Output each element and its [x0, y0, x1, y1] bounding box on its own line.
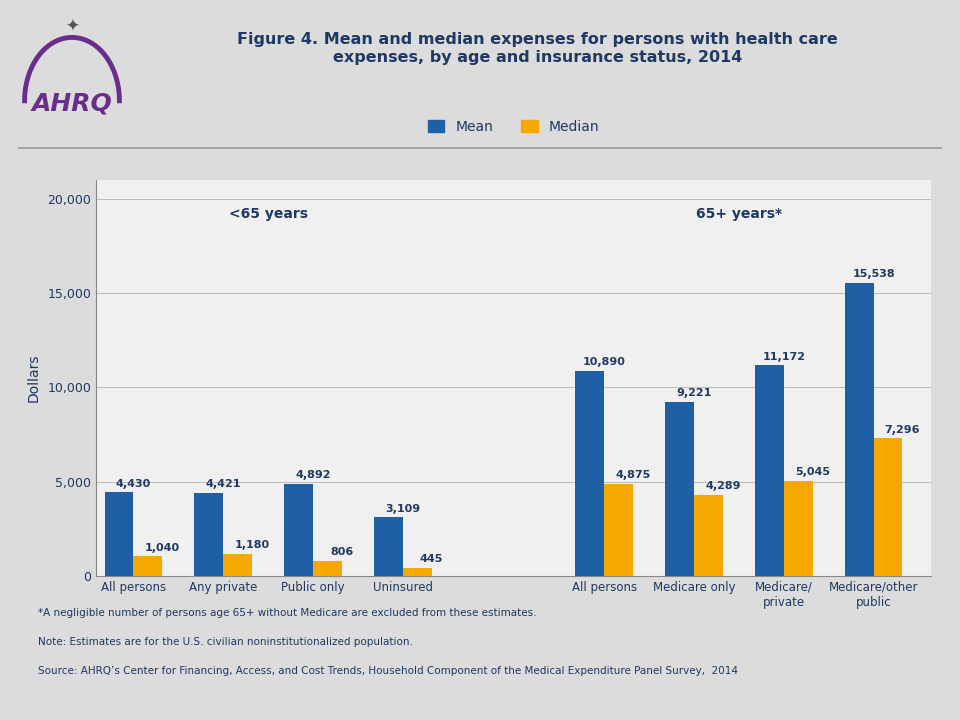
Text: 10,890: 10,890 — [583, 357, 626, 367]
Text: Source: AHRQ’s Center for Financing, Access, and Cost Trends, Household Componen: Source: AHRQ’s Center for Financing, Acc… — [38, 666, 738, 676]
Text: ✦: ✦ — [65, 18, 79, 36]
Text: 1,180: 1,180 — [234, 540, 270, 550]
Bar — [874, 438, 902, 576]
Text: Note: Estimates are for the U.S. civilian noninstitutionalized population.: Note: Estimates are for the U.S. civilia… — [38, 637, 413, 647]
Legend: Mean, Median: Mean, Median — [428, 120, 599, 134]
Bar — [665, 402, 694, 576]
Bar — [224, 554, 252, 576]
Text: 4,892: 4,892 — [296, 470, 331, 480]
Text: 5,045: 5,045 — [795, 467, 830, 477]
Bar — [784, 481, 812, 576]
Text: 4,289: 4,289 — [705, 482, 740, 491]
Text: 445: 445 — [420, 554, 444, 564]
Bar — [604, 484, 633, 576]
Bar — [133, 557, 162, 576]
Text: AHRQ: AHRQ — [32, 91, 112, 116]
Bar — [756, 365, 784, 576]
Bar — [403, 567, 432, 576]
Text: 65+ years*: 65+ years* — [696, 207, 782, 221]
Bar — [313, 561, 342, 576]
Bar — [374, 518, 403, 576]
Text: 4,421: 4,421 — [205, 479, 241, 489]
Text: 9,221: 9,221 — [677, 388, 711, 398]
Bar — [845, 283, 874, 576]
Text: 4,875: 4,875 — [615, 470, 651, 480]
Bar — [694, 495, 723, 576]
Text: 7,296: 7,296 — [885, 425, 921, 435]
Bar — [105, 492, 133, 576]
Text: Figure 4. Mean and median expenses for persons with health care
expenses, by age: Figure 4. Mean and median expenses for p… — [237, 32, 838, 65]
Text: 1,040: 1,040 — [145, 543, 180, 553]
Text: 3,109: 3,109 — [385, 503, 420, 513]
Text: 4,430: 4,430 — [116, 479, 151, 489]
Text: 11,172: 11,172 — [762, 351, 805, 361]
Bar — [575, 371, 604, 576]
Y-axis label: Dollars: Dollars — [26, 354, 40, 402]
Bar — [284, 484, 313, 576]
Text: 806: 806 — [330, 547, 353, 557]
Text: *A negligible number of persons age 65+ without Medicare are excluded from these: *A negligible number of persons age 65+ … — [38, 608, 537, 618]
Bar — [195, 492, 224, 576]
Text: 15,538: 15,538 — [852, 269, 895, 279]
Text: <65 years: <65 years — [228, 207, 307, 221]
